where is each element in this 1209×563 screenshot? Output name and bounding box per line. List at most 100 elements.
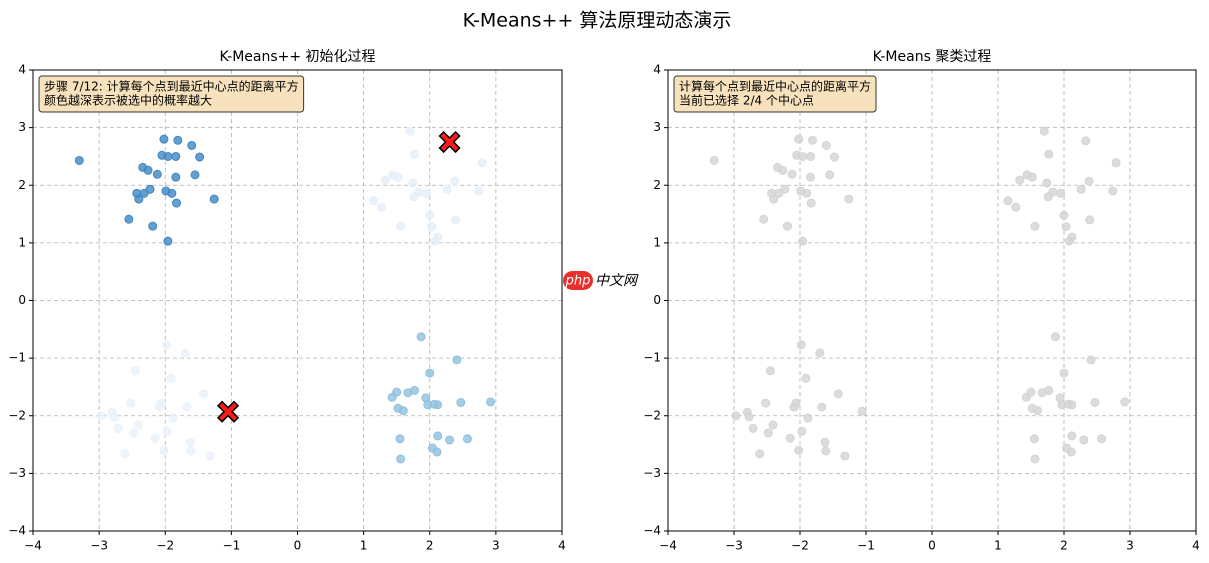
- point: [152, 169, 162, 179]
- point: [1026, 387, 1036, 397]
- y-tick-label: −2: [643, 408, 661, 422]
- point: [133, 420, 143, 430]
- point: [154, 402, 164, 412]
- x-tick-label: 1: [994, 539, 1002, 553]
- point: [709, 155, 719, 165]
- point: [408, 178, 418, 188]
- point: [1039, 126, 1049, 136]
- point: [798, 151, 808, 161]
- point: [1084, 176, 1094, 186]
- axes-frame: [667, 69, 1197, 532]
- point: [380, 175, 390, 185]
- point: [410, 149, 420, 159]
- point: [410, 385, 420, 395]
- point: [442, 184, 452, 194]
- point: [1120, 397, 1130, 407]
- point: [124, 214, 134, 224]
- y-tick-label: 0: [18, 293, 26, 307]
- point: [159, 445, 169, 455]
- point: [425, 368, 435, 378]
- y-tick-label: 1: [653, 235, 661, 249]
- point: [744, 412, 754, 422]
- point: [182, 402, 192, 412]
- y-tick-label: 0: [653, 293, 661, 307]
- point: [1015, 175, 1025, 185]
- annotation-box: [38, 75, 305, 113]
- point: [416, 332, 426, 342]
- point: [126, 398, 136, 408]
- point: [451, 215, 461, 225]
- point: [1056, 188, 1066, 198]
- point: [1030, 454, 1040, 464]
- annotation-text: 计算每个点到最近中心点的距离平方: [679, 79, 871, 94]
- y-tick-label: 2: [18, 178, 26, 192]
- point: [1108, 186, 1118, 196]
- chart-title: K-Means++ 初始化过程: [219, 48, 375, 65]
- point: [477, 158, 487, 168]
- point: [840, 451, 850, 461]
- point: [1043, 192, 1053, 202]
- point: [145, 184, 155, 194]
- point: [768, 420, 778, 430]
- point: [815, 348, 825, 358]
- point: [456, 397, 466, 407]
- point: [778, 165, 788, 175]
- point: [1003, 196, 1013, 206]
- y-tick-label: 4: [653, 63, 661, 77]
- point: [180, 348, 190, 358]
- point: [376, 202, 386, 212]
- x-tick-label: −1: [857, 539, 875, 553]
- point: [1064, 236, 1074, 246]
- x-tick-label: −3: [90, 539, 108, 553]
- point: [171, 172, 181, 182]
- point: [171, 198, 181, 208]
- point: [1079, 435, 1089, 445]
- point: [445, 435, 455, 445]
- x-tick-label: 2: [1060, 539, 1068, 553]
- point: [796, 340, 806, 350]
- point: [1050, 332, 1060, 342]
- x-tick-label: 3: [492, 539, 500, 553]
- y-tick-label: −3: [643, 466, 661, 480]
- center-marker: [438, 130, 461, 154]
- point: [209, 194, 219, 204]
- point: [763, 428, 773, 438]
- point: [185, 437, 195, 447]
- point: [857, 406, 867, 416]
- point: [421, 188, 431, 198]
- point: [833, 389, 843, 399]
- point: [1059, 210, 1069, 220]
- axes-frame: [32, 69, 563, 532]
- y-tick-label: −2: [8, 408, 26, 422]
- point: [162, 426, 172, 436]
- point: [806, 151, 816, 161]
- point: [462, 434, 472, 444]
- x-tick-label: 1: [360, 539, 368, 553]
- point: [1030, 221, 1040, 231]
- point: [1067, 400, 1077, 410]
- point: [1111, 158, 1121, 168]
- point: [803, 413, 813, 423]
- point: [163, 236, 173, 246]
- point: [787, 169, 797, 179]
- center-marker: [217, 400, 240, 423]
- point: [761, 398, 771, 408]
- point: [167, 188, 177, 198]
- point: [409, 192, 419, 202]
- y-tick-label: 1: [18, 235, 26, 249]
- point: [163, 151, 173, 161]
- point: [162, 340, 172, 350]
- point: [829, 152, 839, 162]
- point: [433, 431, 443, 441]
- point: [780, 184, 790, 194]
- x-tick-label: 3: [1126, 539, 1134, 553]
- point: [96, 411, 106, 421]
- point: [150, 433, 160, 443]
- x-tick-label: 2: [426, 539, 434, 553]
- y-tick-label: −1: [643, 351, 661, 365]
- y-tick-label: 3: [653, 120, 661, 134]
- point: [148, 221, 158, 231]
